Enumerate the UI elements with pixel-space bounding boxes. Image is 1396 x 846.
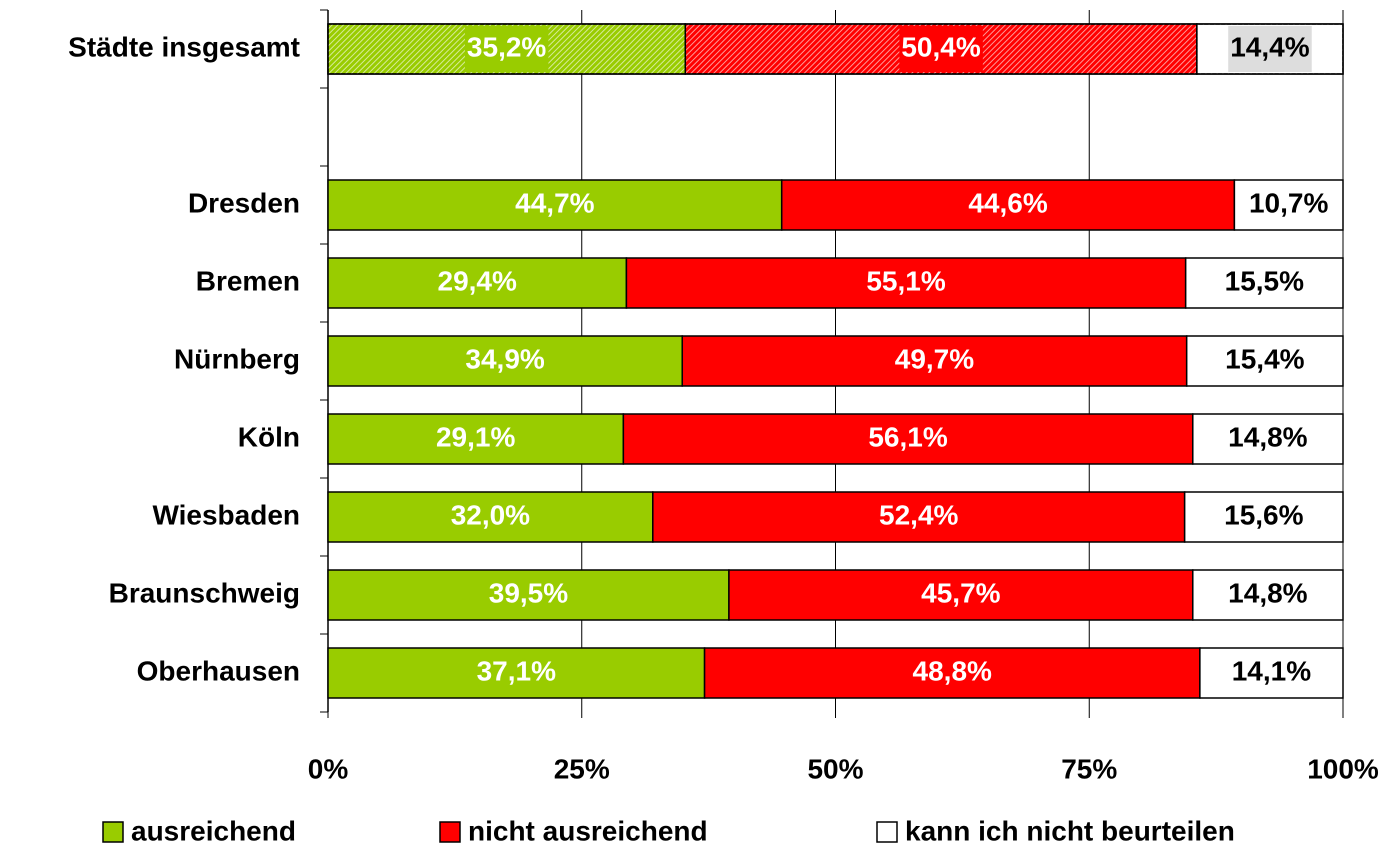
y-tick-label: Städte insgesamt <box>68 31 300 62</box>
bar-segment <box>327 491 654 543</box>
bar-segment <box>327 413 625 465</box>
x-tick-label: 100% <box>1307 753 1379 784</box>
legend-label: ausreichend <box>131 815 296 846</box>
x-tick-label: 50% <box>807 753 863 784</box>
value-label: 50,4% <box>901 31 980 62</box>
x-tick-label: 0% <box>308 753 349 784</box>
value-label: 29,4% <box>438 265 517 296</box>
x-tick-label: 75% <box>1061 753 1117 784</box>
label-background <box>899 26 983 72</box>
value-label: 44,7% <box>515 187 594 218</box>
bar-outline <box>1196 23 1344 75</box>
value-label: 14,1% <box>1232 655 1311 686</box>
bar-segment <box>625 257 1187 309</box>
label-background <box>464 26 549 72</box>
value-label: 48,8% <box>913 655 992 686</box>
bar-segment <box>327 179 783 231</box>
value-label: 15,5% <box>1225 265 1304 296</box>
bar-segment <box>1185 335 1344 387</box>
value-label: 10,7% <box>1249 187 1328 218</box>
bar-segment <box>1199 647 1344 699</box>
y-tick-label: Braunschweig <box>109 577 300 608</box>
bar-segment <box>780 179 1236 231</box>
y-tick-label: Oberhausen <box>137 655 300 686</box>
legend-label: nicht ausreichend <box>468 815 708 846</box>
label-background <box>1228 26 1312 72</box>
bar-segment <box>1183 491 1344 543</box>
y-tick-label: Bremen <box>196 265 300 296</box>
bar-segment <box>728 569 1194 621</box>
value-label: 34,9% <box>465 343 544 374</box>
value-label: 15,4% <box>1225 343 1304 374</box>
bar-segment <box>1192 413 1344 465</box>
value-label: 44,6% <box>968 187 1047 218</box>
value-label: 14,8% <box>1228 421 1307 452</box>
value-label: 39,5% <box>489 577 568 608</box>
legend-swatch <box>102 821 124 843</box>
bar-segment <box>652 491 1186 543</box>
value-label: 37,1% <box>477 655 556 686</box>
value-label: 14,8% <box>1228 577 1307 608</box>
bar-segment <box>327 335 683 387</box>
value-label: 15,6% <box>1224 499 1303 530</box>
value-label: 29,1% <box>436 421 515 452</box>
bar-segment <box>1192 569 1344 621</box>
bar-segment <box>1233 179 1344 231</box>
y-tick-label: Wiesbaden <box>152 499 300 530</box>
value-label: 52,4% <box>879 499 958 530</box>
value-label: 56,1% <box>868 421 947 452</box>
bar-segment <box>622 413 1194 465</box>
value-label: 55,1% <box>866 265 945 296</box>
y-tick-label: Köln <box>238 421 300 452</box>
bar-segment <box>681 335 1188 387</box>
x-tick-label: 25% <box>554 753 610 784</box>
legend-label: kann ich nicht beurteilen <box>905 815 1235 846</box>
value-label: 14,4% <box>1230 31 1309 62</box>
y-tick-label: Nürnberg <box>174 343 300 374</box>
bar-segment <box>1184 257 1344 309</box>
value-label: 35,2% <box>467 31 546 62</box>
y-tick-label: Dresden <box>188 187 300 218</box>
bar-segment <box>327 647 706 699</box>
value-label: 45,7% <box>921 577 1000 608</box>
legend-swatch <box>876 821 898 843</box>
value-label: 49,7% <box>895 343 974 374</box>
value-label: 32,0% <box>451 499 530 530</box>
legend-swatch <box>439 821 461 843</box>
bar-segment <box>327 257 628 309</box>
